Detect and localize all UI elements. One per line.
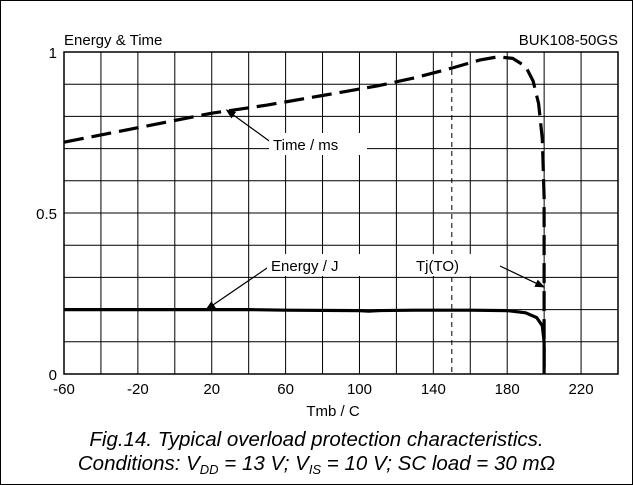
x-tick-label: -20: [127, 381, 149, 398]
annotation-label: Time / ms: [273, 137, 338, 154]
series-line-time: [63, 55, 546, 374]
figure-caption-line-1: Fig.14. Typical overload protection char…: [89, 428, 544, 451]
x-tick-label: 220: [569, 381, 594, 398]
annotations: Time / ms Energy / J Tj(TO): [205, 109, 546, 311]
data-series: [63, 55, 546, 374]
figure-caption-line-2: Conditions: VDD = 13 V; VIS = 10 V; SC l…: [0, 452, 633, 476]
caption-subscript-is: IS: [308, 462, 322, 477]
annotation-label-bg: [267, 254, 365, 276]
x-tick-label: 20: [203, 381, 220, 398]
caption-part: Conditions: V: [77, 452, 200, 475]
y-tick-label: 0.5: [36, 206, 57, 223]
annotation-label-bg: [412, 254, 478, 276]
y-tick-label: 1: [49, 45, 57, 62]
x-tick-label: 100: [347, 381, 372, 398]
x-tick-label: -60: [53, 381, 75, 398]
series-line-energy: [64, 308, 546, 374]
chart-title-left: Energy & Time: [64, 32, 162, 49]
tick-labels: -60 -20 20 60 100 140 180 220 0 0.5 1: [36, 45, 593, 398]
x-tick-label: 60: [277, 381, 294, 398]
annotation-label: Tj(TO): [416, 258, 459, 275]
plot-area-border: [63, 51, 619, 375]
chart-title-right: BUK108-50GS: [519, 32, 618, 49]
x-axis-label: Tmb / C: [306, 403, 360, 420]
plot-border: [63, 51, 619, 375]
x-tick-label: 140: [421, 381, 446, 398]
caption-part: = 10 V; SC load = 30 mΩ: [321, 452, 556, 475]
annotation-label: Energy / J: [271, 258, 339, 275]
caption-subscript-dd: DD: [199, 462, 219, 477]
y-tick-label: 0: [49, 367, 57, 384]
x-tick-label: 180: [495, 381, 520, 398]
annotation-label-bg: [269, 133, 367, 155]
plot-grid: [64, 52, 618, 374]
caption-part: = 13 V; V: [218, 452, 309, 475]
annotation-arrow: [499, 265, 546, 288]
annotation-arrow: [225, 109, 273, 144]
annotation-arrow: [205, 265, 271, 311]
